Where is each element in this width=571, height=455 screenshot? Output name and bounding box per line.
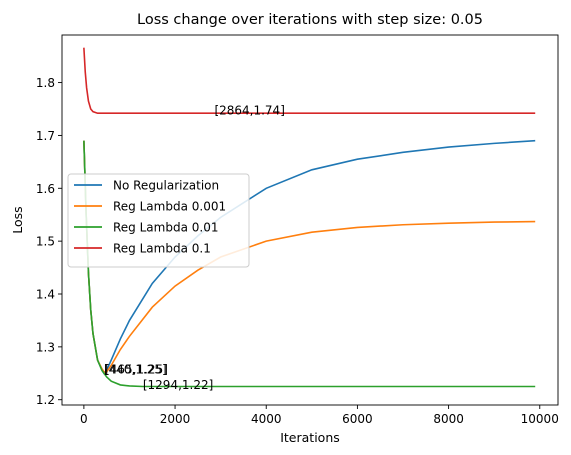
legend: No Regularization Reg Lambda 0.001 Reg Lam… <box>67 173 250 268</box>
y-tick-label-0: 1.2 <box>36 393 55 407</box>
y-tick-label-3: 1.5 <box>36 235 55 249</box>
legend-box <box>67 173 250 268</box>
annotation-layer: [2864,1.74] [440,1.25][465,1.25] [1294,1.2… <box>104 103 285 392</box>
y-tick-label-6: 1.8 <box>36 76 55 90</box>
legend-label-3: Reg Lambda 0.1 <box>113 242 211 256</box>
legend-label-0: No Regularization <box>113 179 219 193</box>
x-tick-label-5: 10000 <box>521 412 559 426</box>
y-axis-label: Loss <box>10 206 25 233</box>
chart-title: Loss change over iterations with step si… <box>137 12 483 28</box>
plot-frame <box>61 34 559 406</box>
y-tick-label-4: 1.6 <box>36 182 55 196</box>
annotation-0: [2864,1.74] <box>214 103 284 117</box>
annotation-3: [1294,1.22] <box>143 378 213 392</box>
annotation-2: [465,1.25] <box>105 362 168 376</box>
y-tick-label-5: 1.7 <box>36 129 55 143</box>
axis-layer: 0 2000 4000 6000 8000 10000 1.2 1.3 1.4 1.5 1.6 1.7… <box>36 76 559 426</box>
series-layer <box>83 47 536 388</box>
x-tick-label-3: 6000 <box>342 412 373 426</box>
y-tick-label-2: 1.4 <box>36 288 55 302</box>
legend-label-1: Reg Lambda 0.001 <box>113 200 226 214</box>
series-line-3 <box>83 47 536 115</box>
legend-label-2: Reg Lambda 0.01 <box>113 221 218 235</box>
annotation-1: [440,1.25] <box>104 362 167 376</box>
x-axis-label: Iterations <box>280 430 340 445</box>
x-tick-label-0: 0 <box>80 412 88 426</box>
x-tick-label-4: 8000 <box>433 412 464 426</box>
x-tick-label-1: 2000 <box>160 412 191 426</box>
x-tick-label-2: 4000 <box>251 412 282 426</box>
series-line-2 <box>83 140 536 388</box>
y-tick-label-1: 1.3 <box>36 340 55 354</box>
